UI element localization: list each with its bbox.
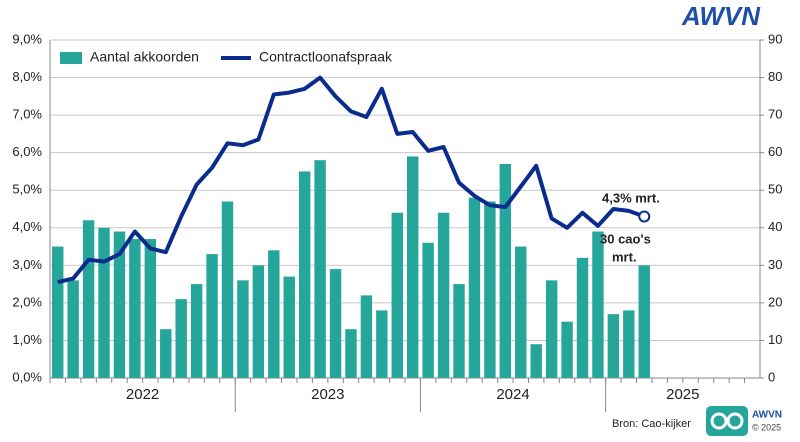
bar: [252, 265, 265, 378]
y-tick-label: 0,0%: [12, 369, 42, 384]
bar: [437, 212, 450, 378]
bar: [360, 295, 373, 378]
y-tick-label: 3,0%: [12, 257, 42, 272]
footer-logo-icon: [710, 412, 728, 430]
bar: [206, 254, 218, 378]
bar: [237, 280, 249, 378]
annotation: 4,3% mrt.: [602, 190, 660, 205]
bar: [329, 269, 342, 378]
y2-tick-label: 0: [768, 369, 775, 384]
bar: [484, 201, 496, 378]
bar: [345, 329, 357, 378]
bar: [190, 284, 203, 378]
y2-tick-label: 10: [768, 332, 782, 347]
annotation: 30 cao's: [600, 231, 651, 246]
y-tick-label: 4,0%: [12, 219, 42, 234]
bar: [530, 344, 542, 378]
bar: [515, 246, 527, 378]
bar: [52, 246, 64, 378]
y2-tick-label: 90: [768, 31, 782, 46]
bar: [283, 276, 295, 378]
annotation: mrt.: [612, 249, 637, 264]
bar: [298, 171, 311, 378]
footer-logo-icon: [726, 412, 744, 430]
legend-swatch: [60, 52, 82, 64]
bar: [268, 250, 280, 378]
y-tick-label: 2,0%: [12, 294, 42, 309]
y2-tick-label: 20: [768, 294, 782, 309]
y-tick-label: 8,0%: [12, 69, 42, 84]
y2-tick-label: 30: [768, 257, 782, 272]
x-tick-label: 2023: [311, 386, 344, 403]
bar: [468, 197, 481, 378]
y-tick-label: 5,0%: [12, 182, 42, 197]
bar: [98, 227, 110, 378]
bar: [407, 156, 419, 378]
y-tick-label: 1,0%: [12, 332, 42, 347]
bar: [499, 163, 512, 378]
legend-label: Aantal akkoorden: [90, 49, 199, 65]
line: [57, 75, 645, 285]
bar: [82, 220, 95, 378]
x-tick-label: 2024: [496, 386, 529, 403]
footer-brand: AWVN: [752, 410, 782, 421]
bar: [453, 284, 465, 378]
legend-label: Contractloonafspraak: [259, 49, 393, 65]
bar: [545, 280, 558, 378]
y2-tick-label: 80: [768, 69, 782, 84]
bar: [391, 212, 403, 378]
y-tick-label: 7,0%: [12, 107, 42, 122]
bar: [144, 239, 157, 378]
bar: [314, 160, 326, 378]
bar: [623, 310, 635, 378]
x-tick-label: 2025: [666, 386, 699, 403]
bar: [592, 231, 604, 378]
logo: AWVN: [681, 1, 761, 31]
bar: [561, 321, 573, 378]
bar: [607, 314, 620, 378]
bar: [221, 201, 234, 378]
bar: [422, 242, 434, 378]
y-tick-label: 9,0%: [12, 31, 42, 46]
bar: [638, 265, 650, 378]
bar: [129, 239, 141, 378]
end-marker: [638, 210, 651, 223]
y-tick-label: 6,0%: [12, 144, 42, 159]
y2-tick-label: 60: [768, 144, 782, 159]
y2-tick-label: 70: [768, 107, 782, 122]
x-tick-label: 2022: [126, 386, 159, 403]
bar: [160, 329, 172, 378]
y2-tick-label: 50: [768, 182, 782, 197]
source: Bron: Cao-kijker: [612, 418, 691, 430]
bar: [175, 299, 187, 378]
bar: [113, 231, 126, 378]
bar: [376, 310, 388, 378]
bar: [67, 280, 79, 378]
footer-copyright: © 2025: [752, 422, 781, 432]
bar: [576, 257, 589, 378]
y2-tick-label: 40: [768, 219, 782, 234]
